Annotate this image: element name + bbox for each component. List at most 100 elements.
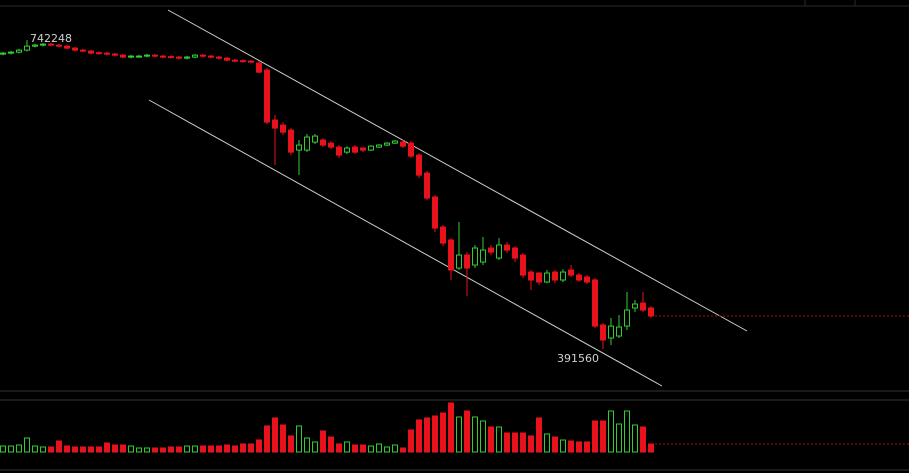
candle-body xyxy=(88,50,94,54)
candle-body xyxy=(392,140,398,144)
volume-bar xyxy=(360,444,366,453)
candle-body xyxy=(632,303,638,309)
volume-bar xyxy=(440,412,446,453)
candle-body xyxy=(16,49,22,53)
candle-body xyxy=(576,274,582,281)
candle-body xyxy=(80,49,86,52)
volume-bar xyxy=(568,440,574,453)
volume-bar xyxy=(224,444,230,453)
candle-body xyxy=(520,254,526,276)
volume-bar xyxy=(632,424,638,453)
volume-bar xyxy=(240,443,246,453)
volume-bar xyxy=(264,425,270,453)
volume-bar xyxy=(576,441,582,453)
volume-bar xyxy=(504,432,510,453)
volume-bar xyxy=(208,445,214,453)
volume-bar xyxy=(160,447,166,453)
candle-body xyxy=(352,146,358,153)
volume-bar xyxy=(184,445,190,453)
candle-body xyxy=(56,44,62,47)
candle-body xyxy=(584,276,590,283)
volume-bar xyxy=(216,445,222,453)
candle-body xyxy=(344,147,350,153)
channel-line xyxy=(167,9,748,332)
volume-bar xyxy=(56,440,62,453)
volume-bar xyxy=(88,446,94,453)
candle-body xyxy=(592,279,598,327)
volume-bar xyxy=(136,447,142,453)
volume-bar xyxy=(528,435,534,453)
volume-bar xyxy=(232,445,238,453)
candle-body xyxy=(24,45,30,51)
volume-bar xyxy=(0,445,6,453)
candle-body xyxy=(448,239,454,271)
candle-body xyxy=(192,54,198,58)
candle-body xyxy=(416,154,422,176)
volume-bar xyxy=(256,439,262,453)
candle-body xyxy=(64,45,70,49)
volume-bar xyxy=(176,446,182,453)
volume-bar xyxy=(496,426,502,453)
volume-bar xyxy=(648,443,654,453)
candle-body xyxy=(240,60,246,63)
volume-bar xyxy=(104,442,110,453)
candle-body xyxy=(280,124,286,133)
candle-body xyxy=(72,47,78,51)
candle-body xyxy=(232,59,238,62)
candle-body xyxy=(472,247,478,266)
candle-body xyxy=(48,43,54,46)
candle-body xyxy=(32,44,38,47)
candle-body xyxy=(40,43,46,46)
volume-bar xyxy=(128,445,134,453)
candle-body xyxy=(376,144,382,148)
candle-body xyxy=(432,196,438,229)
candle-body xyxy=(104,52,110,55)
volume-bar xyxy=(592,420,598,453)
candle-body xyxy=(616,326,622,337)
volume-bar xyxy=(24,437,30,453)
candle-body xyxy=(424,172,430,199)
candle-body xyxy=(560,271,566,281)
candle-body xyxy=(552,271,558,281)
high-label: 742248 xyxy=(30,32,72,45)
candle-body xyxy=(496,244,502,259)
volume-bar xyxy=(424,417,430,453)
candle-body xyxy=(536,272,542,283)
volume-bar xyxy=(536,417,542,453)
volume-bar xyxy=(544,433,550,453)
volume-bar xyxy=(368,445,374,453)
candle-body xyxy=(248,60,254,63)
candle-body xyxy=(640,302,646,311)
volume-bar xyxy=(32,445,38,453)
candle-body xyxy=(160,55,166,58)
candle-body xyxy=(568,269,574,276)
volume-bar xyxy=(296,425,302,453)
volume-bar xyxy=(168,446,174,453)
volume-bar xyxy=(8,445,14,453)
volume-bar xyxy=(560,439,566,453)
candle-body xyxy=(624,309,630,327)
volume-bar xyxy=(584,441,590,453)
candle-body xyxy=(136,55,142,58)
volume-bar xyxy=(280,424,286,453)
volume-bar xyxy=(472,416,478,453)
volume-bar xyxy=(336,443,342,453)
volume-bar xyxy=(400,447,406,453)
candle-body xyxy=(256,62,262,73)
volume-bar xyxy=(480,420,486,453)
candle-body xyxy=(648,307,654,317)
volume-bar xyxy=(384,446,390,453)
volume-bar xyxy=(64,445,70,453)
volume-bar xyxy=(152,447,158,453)
candle-body xyxy=(304,136,310,151)
volume-bar xyxy=(200,445,206,453)
candle-body xyxy=(288,129,294,153)
volume-bar xyxy=(248,443,254,453)
volume-bar xyxy=(120,444,126,453)
volume-bar xyxy=(320,430,326,453)
volume-bar xyxy=(624,410,630,453)
candle-body xyxy=(128,55,134,58)
candle-body xyxy=(608,325,614,339)
volume-bar xyxy=(288,435,294,453)
